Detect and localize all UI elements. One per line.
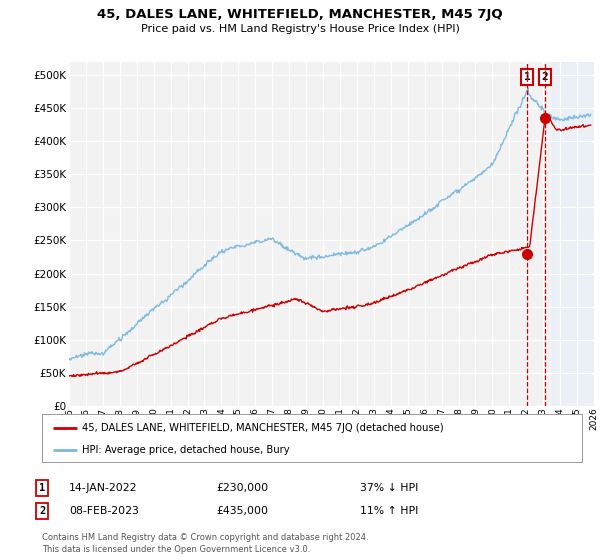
Text: 45, DALES LANE, WHITEFIELD, MANCHESTER, M45 7JQ (detached house): 45, DALES LANE, WHITEFIELD, MANCHESTER, … [83,423,444,433]
Text: Contains HM Land Registry data © Crown copyright and database right 2024.
This d: Contains HM Land Registry data © Crown c… [42,533,368,554]
Text: 08-FEB-2023: 08-FEB-2023 [69,506,139,516]
Text: 45, DALES LANE, WHITEFIELD, MANCHESTER, M45 7JQ: 45, DALES LANE, WHITEFIELD, MANCHESTER, … [97,8,503,21]
Text: £435,000: £435,000 [216,506,268,516]
Text: 11% ↑ HPI: 11% ↑ HPI [360,506,418,516]
Text: Price paid vs. HM Land Registry's House Price Index (HPI): Price paid vs. HM Land Registry's House … [140,24,460,34]
Text: HPI: Average price, detached house, Bury: HPI: Average price, detached house, Bury [83,445,290,455]
Text: 2: 2 [39,506,45,516]
Text: £230,000: £230,000 [216,483,268,493]
Text: 37% ↓ HPI: 37% ↓ HPI [360,483,418,493]
Text: 2: 2 [542,72,548,82]
Text: 14-JAN-2022: 14-JAN-2022 [69,483,137,493]
Bar [551,62,594,406]
Text: 1: 1 [524,72,530,82]
Text: 1: 1 [39,483,45,493]
